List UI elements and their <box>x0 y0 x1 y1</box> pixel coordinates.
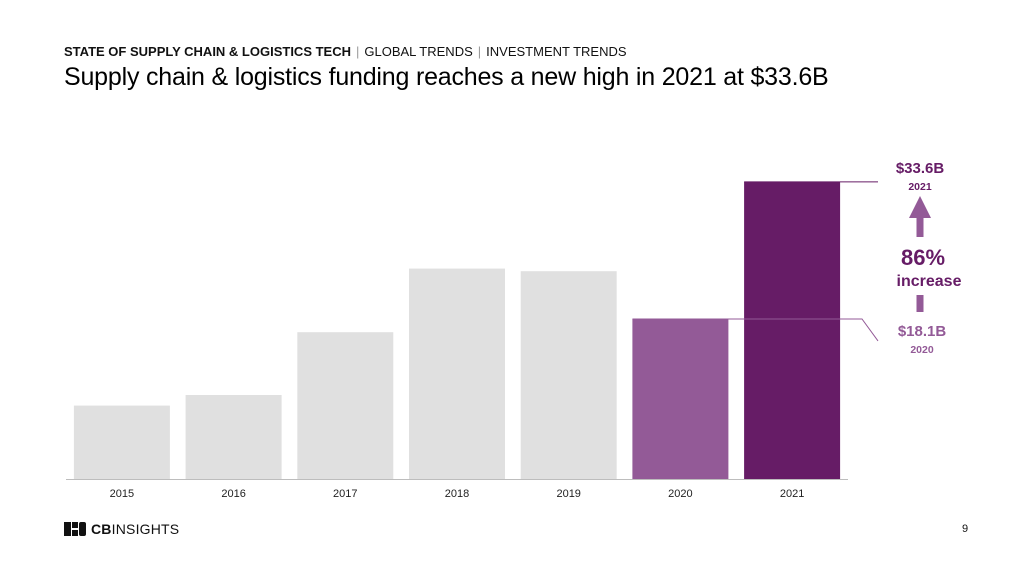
logo-wordmark: CBINSIGHTS <box>91 521 180 537</box>
breadcrumb-report: STATE OF SUPPLY CHAIN & LOGISTICS TECH <box>64 44 351 59</box>
increase-percent: 86% <box>901 245 945 270</box>
bars-group <box>73 181 841 479</box>
page-title: Supply chain & logistics funding reaches… <box>64 63 829 91</box>
breadcrumb-section: GLOBAL TRENDS <box>364 44 473 59</box>
bar-2021 <box>744 181 841 479</box>
cb-insights-logo-icon <box>64 522 86 536</box>
breadcrumb-separator: | <box>356 44 360 59</box>
high-value-label: $33.6B <box>896 160 945 177</box>
bar-2018 <box>409 268 505 479</box>
increase-arrow-icon <box>909 196 931 312</box>
x-tick-label: 2021 <box>780 488 804 500</box>
x-tick-label: 2018 <box>445 488 469 500</box>
bar-2020 <box>632 319 729 479</box>
x-tick-label: 2015 <box>110 488 134 500</box>
breadcrumb: STATE OF SUPPLY CHAIN & LOGISTICS TECH | G… <box>64 44 627 59</box>
x-tick-label: 2019 <box>556 488 580 500</box>
page-number: 9 <box>962 523 969 535</box>
bar-2019 <box>520 271 617 479</box>
low-year-label: 2020 <box>910 344 934 356</box>
breadcrumb-separator: | <box>477 44 482 59</box>
breadcrumb-subsection: INVESTMENT TRENDS <box>486 44 627 59</box>
low-value-connector <box>632 318 879 342</box>
increase-label: increase <box>897 273 962 290</box>
x-tick-label: 2017 <box>333 488 357 500</box>
bar-2015 <box>73 405 170 479</box>
low-value-label: $18.1B <box>898 323 947 340</box>
x-tick-labels: 2015 2016 2017 2018 2019 2020 2021 <box>110 488 805 500</box>
x-tick-label: 2020 <box>668 488 692 500</box>
x-tick-label: 2016 <box>221 488 245 500</box>
bar-2017 <box>297 332 394 479</box>
cb-insights-logo: CBINSIGHTS <box>64 521 179 537</box>
high-year-label: 2021 <box>908 181 932 193</box>
bar-2016 <box>185 395 282 479</box>
